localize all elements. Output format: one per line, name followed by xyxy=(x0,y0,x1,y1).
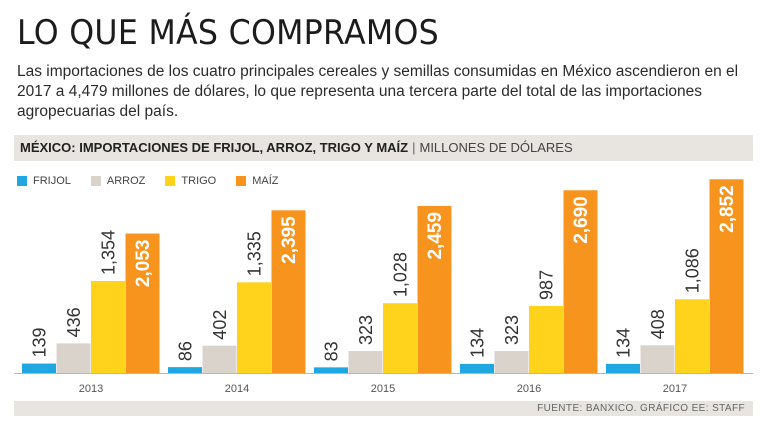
bar-trigo-2017 xyxy=(675,299,709,373)
banner-separator: | xyxy=(412,140,416,155)
bar-frijol-2013 xyxy=(22,363,56,373)
value-label-frijol-2017: 134 xyxy=(613,328,633,358)
bar-maiz-2015 xyxy=(417,205,452,373)
bar-frijol-2014 xyxy=(168,367,202,373)
legend-label-maiz: MAÍZ xyxy=(252,175,279,187)
legend-item-frijol: FRIJOL xyxy=(17,175,71,187)
value-label-trigo-2013: 1,354 xyxy=(98,230,118,275)
legend-label-arroz: ARROZ xyxy=(106,175,146,187)
value-label-frijol-2013: 139 xyxy=(29,328,49,358)
legend-label-trigo: TRIGO xyxy=(181,175,217,187)
bar-frijol-2016 xyxy=(460,363,494,373)
page-subtitle: Las importaciones de los cuatro principa… xyxy=(17,63,739,120)
legend-swatch-frijol xyxy=(17,176,27,186)
value-label-trigo-2017: 1,086 xyxy=(682,248,702,293)
bar-frijol-2015 xyxy=(314,367,348,373)
value-label-maiz-2014: 2,395 xyxy=(279,216,300,264)
page-title: LO QUE MÁS COMPRAMOS xyxy=(17,13,439,53)
bar-arroz-2017 xyxy=(640,345,675,373)
value-label-frijol-2015: 83 xyxy=(321,341,341,361)
legend-item-trigo: TRIGO xyxy=(165,175,216,187)
source-text: FUENTE: BANXICO. GRÁFICO EE: STAFF xyxy=(537,403,745,414)
bar-trigo-2013 xyxy=(91,281,125,373)
bar-maiz-2016 xyxy=(563,190,598,373)
x-tick-label-2014: 2014 xyxy=(225,383,249,395)
bar-maiz-2017 xyxy=(709,179,744,373)
source-footer: FUENTE: BANXICO. GRÁFICO EE: STAFF xyxy=(14,401,753,416)
bar-maiz-2014 xyxy=(271,210,306,373)
bar-arroz-2016 xyxy=(494,351,529,373)
value-label-trigo-2014: 1,335 xyxy=(244,231,264,276)
x-tick-label-2016: 2016 xyxy=(517,383,541,395)
value-label-arroz-2014: 402 xyxy=(210,310,230,340)
value-label-frijol-2016: 134 xyxy=(467,328,487,358)
bar-trigo-2015 xyxy=(383,303,417,373)
value-label-maiz-2015: 2,459 xyxy=(425,212,446,260)
legend-label-frijol: FRIJOL xyxy=(33,175,71,187)
x-tick-label-2015: 2015 xyxy=(371,383,395,395)
chart-units: MILLONES DE DÓLARES xyxy=(419,140,573,155)
chart-title: MÉXICO: IMPORTACIONES DE FRIJOL, ARROZ, … xyxy=(20,140,409,155)
value-label-maiz-2013: 2,053 xyxy=(133,240,154,288)
legend-swatch-maiz xyxy=(236,176,247,186)
x-tick-label-2017: 2017 xyxy=(663,383,687,395)
value-label-trigo-2016: 987 xyxy=(536,270,556,300)
value-label-arroz-2013: 436 xyxy=(64,307,84,337)
value-label-arroz-2016: 323 xyxy=(502,315,522,345)
value-label-maiz-2016: 2,690 xyxy=(571,196,592,244)
bar-arroz-2015 xyxy=(348,351,383,373)
bar-arroz-2014 xyxy=(202,345,237,373)
legend-swatch-arroz xyxy=(90,176,101,186)
value-label-trigo-2015: 1,028 xyxy=(390,252,410,297)
chart-legend: FRIJOL ARROZ TRIGO MAÍZ xyxy=(17,175,279,187)
legend-item-arroz: ARROZ xyxy=(90,175,146,187)
value-label-frijol-2014: 86 xyxy=(175,341,195,361)
bar-maiz-2013 xyxy=(125,233,160,373)
bar-frijol-2017 xyxy=(606,363,640,373)
legend-swatch-trigo xyxy=(165,176,176,186)
x-tick-label-2013: 2013 xyxy=(79,383,103,395)
bar-arroz-2013 xyxy=(56,343,91,373)
value-label-maiz-2017: 2,852 xyxy=(717,185,738,233)
value-label-arroz-2015: 323 xyxy=(356,315,376,345)
bar-trigo-2016 xyxy=(529,305,563,373)
legend-item-maiz: MAÍZ xyxy=(236,175,279,187)
chart-banner: MÉXICO: IMPORTACIONES DE FRIJOL, ARROZ, … xyxy=(14,135,753,161)
value-label-arroz-2017: 408 xyxy=(648,309,668,339)
bar-trigo-2014 xyxy=(237,282,271,373)
